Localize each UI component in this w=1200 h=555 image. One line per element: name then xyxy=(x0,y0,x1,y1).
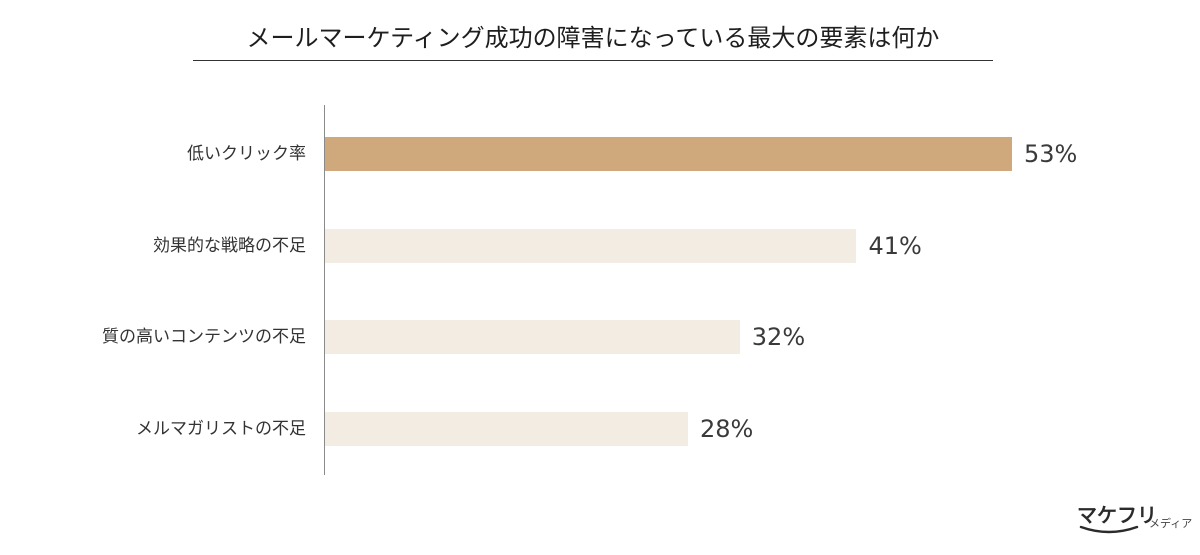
brand-logo: マケフリ メディア xyxy=(1077,503,1193,543)
bar xyxy=(325,137,1012,171)
value-label: 28% xyxy=(699,415,754,443)
smile-icon xyxy=(1079,525,1139,534)
category-label: 質の高いコンテンツの不足 xyxy=(102,327,306,347)
logo-subtext: メディア xyxy=(1149,517,1193,530)
logo-wordmark: マケフリ xyxy=(1077,503,1157,527)
category-label: メルマガリストの不足 xyxy=(136,419,306,439)
value-label: 53% xyxy=(1024,140,1078,168)
bar xyxy=(325,229,857,263)
title-underline xyxy=(193,60,993,61)
value-label: 32% xyxy=(751,323,806,351)
category-label: 効果的な戦略の不足 xyxy=(153,236,306,256)
bar xyxy=(325,320,740,354)
bar xyxy=(325,412,688,446)
category-axis-line xyxy=(324,105,325,475)
value-label: 41% xyxy=(868,232,922,260)
category-label: 低いクリック率 xyxy=(187,144,306,164)
chart-title: メールマーケティング成功の障害になっている最大の要素は何か xyxy=(246,24,940,52)
